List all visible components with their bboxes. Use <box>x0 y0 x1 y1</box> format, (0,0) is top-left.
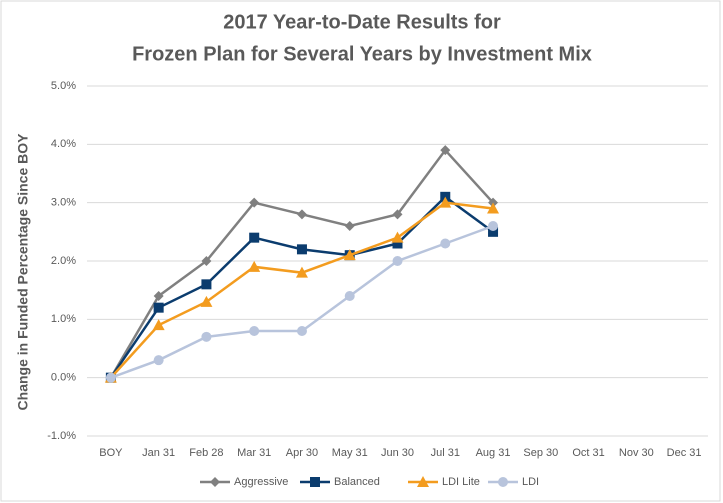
x-tick-label: Jul 31 <box>431 447 460 459</box>
marker <box>296 209 307 220</box>
x-tick-label: Dec 31 <box>667 447 702 459</box>
x-tick-label: Jun 30 <box>381 447 414 459</box>
marker <box>105 372 116 383</box>
marker <box>310 477 320 487</box>
marker <box>152 319 165 331</box>
x-tick-label: Aug 31 <box>476 447 511 459</box>
marker <box>249 326 260 336</box>
marker <box>200 295 213 307</box>
marker <box>487 202 500 214</box>
marker <box>153 355 164 366</box>
marker <box>201 256 212 266</box>
y-tick-label: 0.0% <box>51 372 76 384</box>
y-tick-label: 2.0% <box>51 255 76 267</box>
marker <box>439 196 452 208</box>
marker <box>249 232 260 243</box>
y-tick-label: -1.0% <box>47 430 76 442</box>
marker <box>249 197 260 208</box>
y-tick-label: 4.0% <box>51 138 76 150</box>
x-tick-label: Mar 31 <box>237 447 271 459</box>
chart-title: Frozen Plan for Several Years by Investm… <box>132 43 592 65</box>
x-tick-label: Nov 30 <box>619 447 654 459</box>
marker <box>201 331 212 342</box>
marker <box>417 476 429 487</box>
marker <box>295 266 308 278</box>
y-axis-label: Change in Funded Percentage Since BOY <box>15 133 31 411</box>
x-tick-label: May 31 <box>332 447 368 459</box>
marker <box>210 477 220 487</box>
marker <box>344 221 355 231</box>
marker <box>440 238 451 249</box>
legend-label: Balanced <box>334 476 380 488</box>
marker <box>296 326 307 336</box>
x-tick-label: Jan 31 <box>142 447 175 459</box>
x-tick-label: Oct 31 <box>572 447 604 459</box>
marker <box>392 209 403 220</box>
marker <box>248 260 261 272</box>
marker <box>153 302 164 313</box>
marker <box>488 226 499 237</box>
x-tick-label: Apr 30 <box>286 447 318 459</box>
legend-label: Aggressive <box>234 476 288 488</box>
marker <box>344 291 355 301</box>
legend-label: LDI <box>522 476 539 488</box>
marker <box>498 477 508 487</box>
chart-title: 2017 Year-to-Date Results for <box>223 11 501 33</box>
marker <box>392 256 403 266</box>
marker <box>153 291 164 301</box>
marker <box>296 244 307 255</box>
y-tick-label: 5.0% <box>51 80 76 92</box>
marker <box>440 145 451 156</box>
marker <box>201 279 212 290</box>
marker <box>343 249 356 261</box>
legend-label: LDI Lite <box>442 476 480 488</box>
marker <box>488 221 499 231</box>
y-tick-label: 3.0% <box>51 197 76 209</box>
y-tick-label: 1.0% <box>51 313 76 325</box>
x-tick-label: Sep 30 <box>523 447 558 459</box>
x-tick-label: Feb 28 <box>189 447 223 459</box>
marker <box>391 231 404 243</box>
x-tick-label: BOY <box>99 447 123 459</box>
marker <box>392 238 403 249</box>
